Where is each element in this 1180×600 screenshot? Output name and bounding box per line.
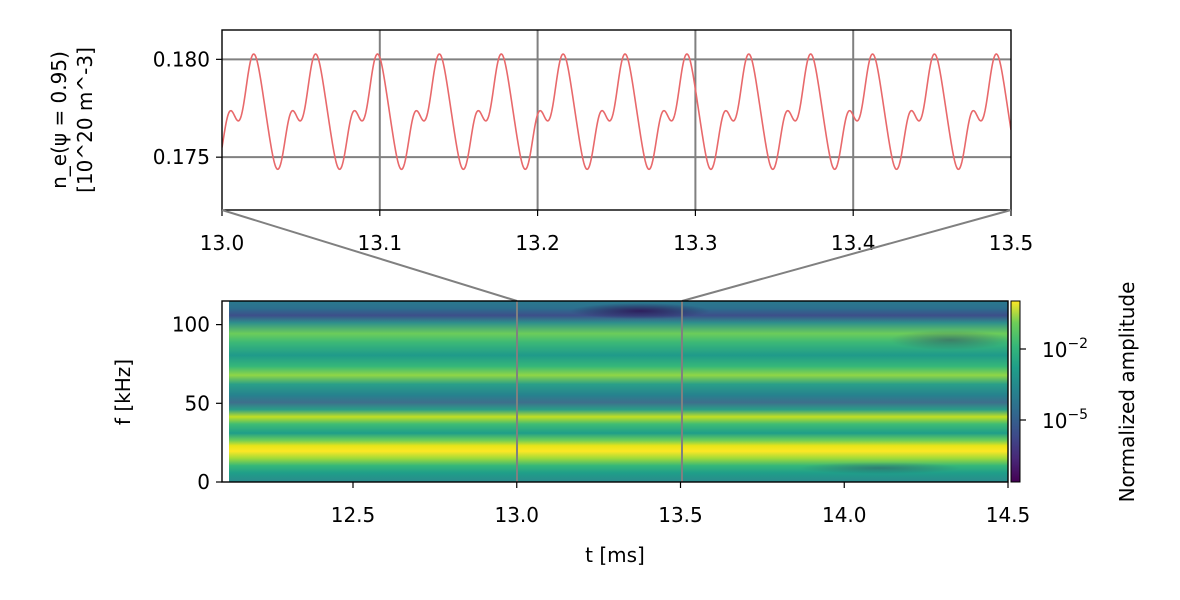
top-ylabel-unit: [10^20 m^-3] [73,47,97,193]
top-x-tick-label: 13.4 [831,231,876,255]
bottom-x-tick-label: 14.0 [822,503,867,527]
top-x-tick-label: 13.3 [673,231,718,255]
top-axes-frame [221,29,1012,211]
spectrogram [229,301,1010,482]
density-signal-line [222,53,1011,171]
bottom-x-tick-label: 13.0 [494,503,539,527]
bottom-x-tick-label: 14.5 [986,503,1031,527]
spectrogram-image [229,301,1008,482]
bottom-y-ticks: 0 50 100 [172,313,222,494]
bottom-x-tick-label: 13.5 [658,503,703,527]
dark-spot-3 [800,462,960,474]
dark-spot-2 [890,330,1010,350]
colorbar-tick-label-1: 10−2 [1042,336,1088,362]
top-ylabel: n_e(ψ = 0.95) [47,51,71,189]
dark-spot [570,303,710,319]
zoom-connector-right [681,209,1012,302]
top-x-tick-label: 13.0 [200,231,245,255]
zoom-connector-left [221,209,518,302]
top-x-ticks: 13.0 13.1 13.2 13.3 13.4 13.5 [200,210,1034,255]
bottom-y-tick-label: 0 [197,470,210,494]
top-y-tick-label: 0.180 [153,47,210,71]
bottom-xlabel: t [ms] [585,543,645,567]
top-x-tick-label: 13.1 [358,231,403,255]
top-y-ticks: 0.175 0.180 [153,47,222,169]
colorbar-tick-label-2: 10−5 [1042,407,1088,433]
bottom-x-tick-label: 12.5 [331,503,376,527]
top-x-tick-label: 13.5 [989,231,1034,255]
top-x-tick-label: 13.2 [515,231,560,255]
colorbar-label: Normalized amplitude [1115,282,1139,503]
top-grid [222,30,1011,210]
bottom-y-tick-label: 100 [172,313,210,337]
bottom-x-ticks: 12.5 13.0 13.5 14.0 14.5 [331,482,1031,527]
bottom-axes-frame [221,300,1009,483]
top-y-tick-label: 0.175 [153,145,210,169]
bottom-ylabel: f [kHz] [111,359,135,425]
colorbar [1010,300,1021,483]
bottom-y-tick-label: 50 [185,391,210,415]
